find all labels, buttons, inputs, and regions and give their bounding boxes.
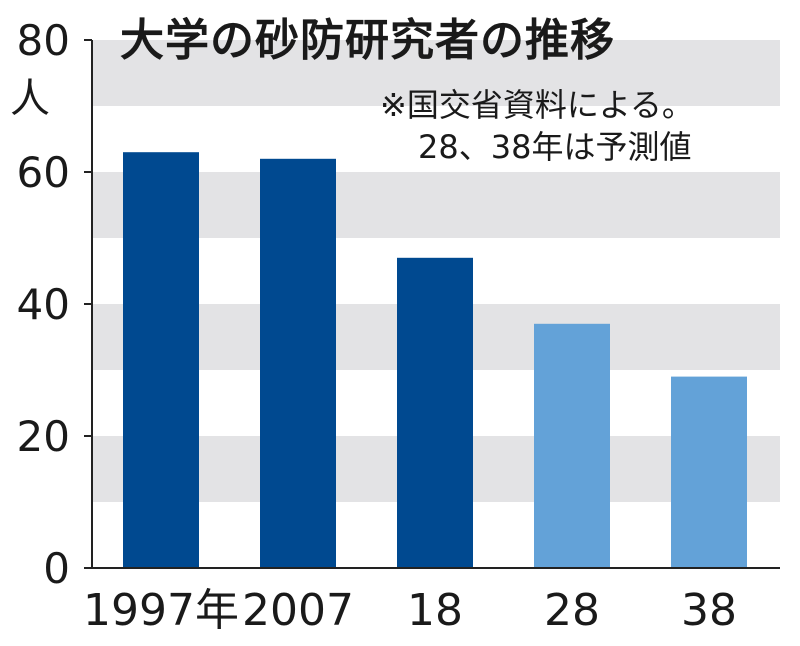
x-tick-label: 1997年: [83, 585, 239, 636]
y-tick-label: 60: [17, 148, 70, 197]
grid-band: [92, 40, 780, 106]
source-note: ※国交省資料による。 28、38年は予測値: [380, 84, 694, 168]
y-axis-unit: 人: [10, 76, 50, 122]
grid-band: [92, 172, 780, 238]
x-tick-label: 28: [544, 585, 600, 636]
y-tick-label: 40: [17, 280, 70, 329]
y-tick-label: 20: [17, 412, 70, 461]
bar-2007: [260, 158, 336, 569]
bar-38: [671, 376, 747, 568]
note-line-1: ※国交省資料による。: [380, 86, 694, 124]
bar-28: [534, 323, 610, 568]
y-tick-label: 80: [17, 16, 70, 65]
bar-1997年: [123, 152, 199, 568]
x-tick-label: 2007: [242, 585, 354, 636]
x-tick-label: 18: [407, 585, 463, 636]
y-tick-label: 0: [43, 544, 70, 593]
chart-title: 大学の砂防研究者の推移: [120, 15, 615, 66]
x-tick-label: 38: [681, 585, 737, 636]
note-line-2: 28、38年は予測値: [418, 128, 692, 166]
bar-18: [397, 257, 473, 568]
